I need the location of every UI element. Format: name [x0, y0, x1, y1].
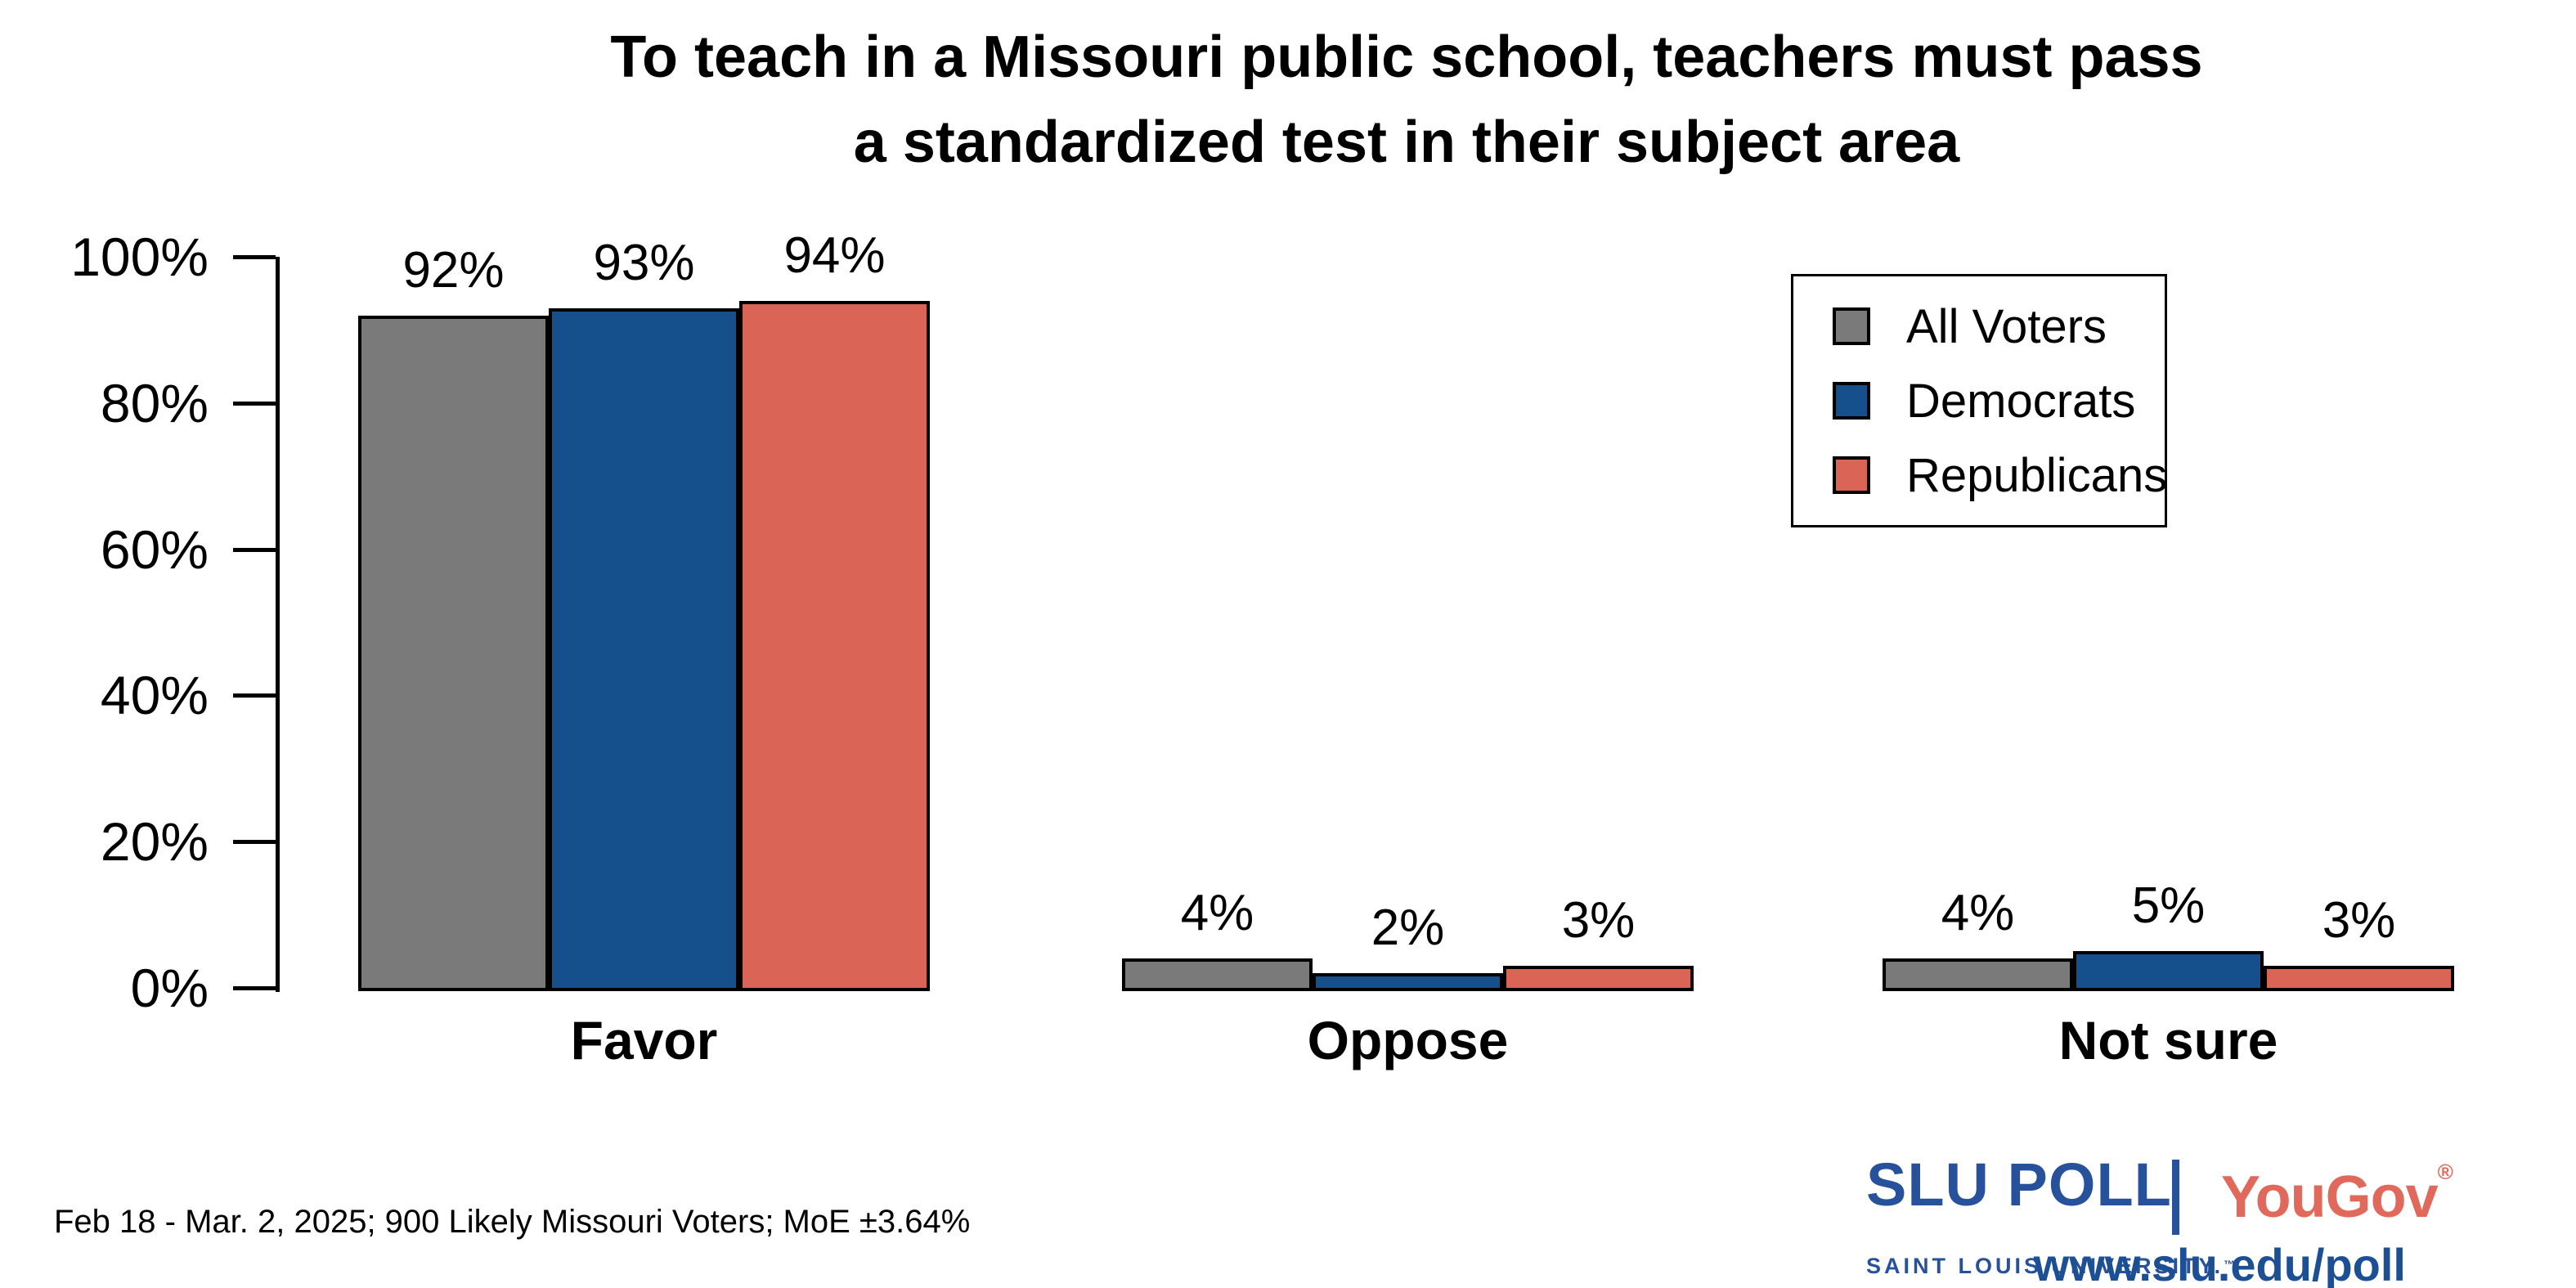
legend-swatch [1833, 456, 1870, 494]
chart-title-line1: To teach in a Missouri public school, te… [610, 25, 2203, 90]
category-label-oppose: Oppose [1307, 1010, 1509, 1070]
logo-separator-bar [2172, 1160, 2179, 1235]
chart-title-line2: a standardized test in their subject are… [853, 110, 1960, 175]
y-axis-label: 80% [100, 372, 209, 433]
bar-value-label: 5% [2131, 877, 2206, 934]
bar-favor-republicans [739, 301, 930, 991]
y-axis-label: 20% [100, 811, 209, 873]
y-axis-tick [233, 547, 276, 552]
legend-item: Democrats [1833, 374, 2165, 429]
legend-label: Republicans [1906, 448, 2168, 502]
bar-not-sure-republicans [2264, 966, 2454, 991]
bar-value-label: 4% [1180, 885, 1254, 941]
legend-label: All Voters [1906, 299, 2107, 353]
legend-swatch [1833, 307, 1870, 345]
y-axis-tick [233, 840, 276, 845]
bar-value-label: 93% [593, 235, 695, 291]
registered-trademark-symbol: ® [2437, 1160, 2453, 1184]
slu-university-subtitle: SAINT LOUIS UNIVERSITY.™ [1866, 1254, 2239, 1278]
chart-title: To teach in a Missouri public school, te… [278, 15, 2535, 185]
bar-oppose-all-voters [1122, 958, 1313, 991]
bar-favor-all-voters [358, 316, 549, 991]
bar-value-label: 4% [1941, 885, 2015, 941]
bar-oppose-republicans [1503, 966, 1694, 991]
y-axis-label: 100% [70, 227, 209, 287]
y-axis-line [276, 257, 280, 992]
bar-not-sure-democrats [2073, 951, 2264, 991]
site-url: www.slu.edu/poll [2033, 1239, 2406, 1288]
y-axis-tick [233, 255, 276, 259]
legend-item: Republicans [1833, 448, 2168, 503]
slu-poll-logo: SLU POLL SAINT LOUIS UNIVERSITY.™ [1866, 1155, 2239, 1288]
legend-item: All Voters [1833, 299, 2165, 354]
slu-trademark-symbol: ™ [2224, 1258, 2239, 1271]
legend-swatch [1833, 382, 1870, 420]
yougov-logo: YouGov® [2221, 1160, 2453, 1230]
bar-value-label: 94% [783, 227, 886, 284]
bar-value-label: 3% [1561, 892, 1636, 949]
footnote: Feb 18 - Mar. 2, 2025; 900 Likely Missou… [54, 1204, 971, 1240]
y-axis-tick [233, 986, 276, 990]
bar-value-label: 3% [2322, 892, 2396, 949]
y-axis-label: 60% [100, 518, 209, 580]
category-label-not-sure: Not sure [2058, 1010, 2278, 1070]
bar-not-sure-all-voters [1883, 958, 2073, 991]
y-axis-tick [233, 401, 276, 406]
bar-favor-democrats [549, 308, 739, 991]
slu-poll-wordmark: SLU POLL [1866, 1151, 2172, 1218]
bar-value-label: 92% [402, 242, 505, 298]
category-label-favor: Favor [570, 1010, 718, 1070]
bar-value-label: 2% [1371, 900, 1445, 956]
y-axis-tick [233, 693, 276, 698]
y-axis-label: 0% [130, 958, 209, 1018]
bar-oppose-democrats [1313, 973, 1503, 991]
legend: All Voters Democrats Republicans [1791, 274, 2167, 527]
y-axis-label: 40% [100, 665, 209, 726]
legend-label: Democrats [1906, 374, 2136, 428]
